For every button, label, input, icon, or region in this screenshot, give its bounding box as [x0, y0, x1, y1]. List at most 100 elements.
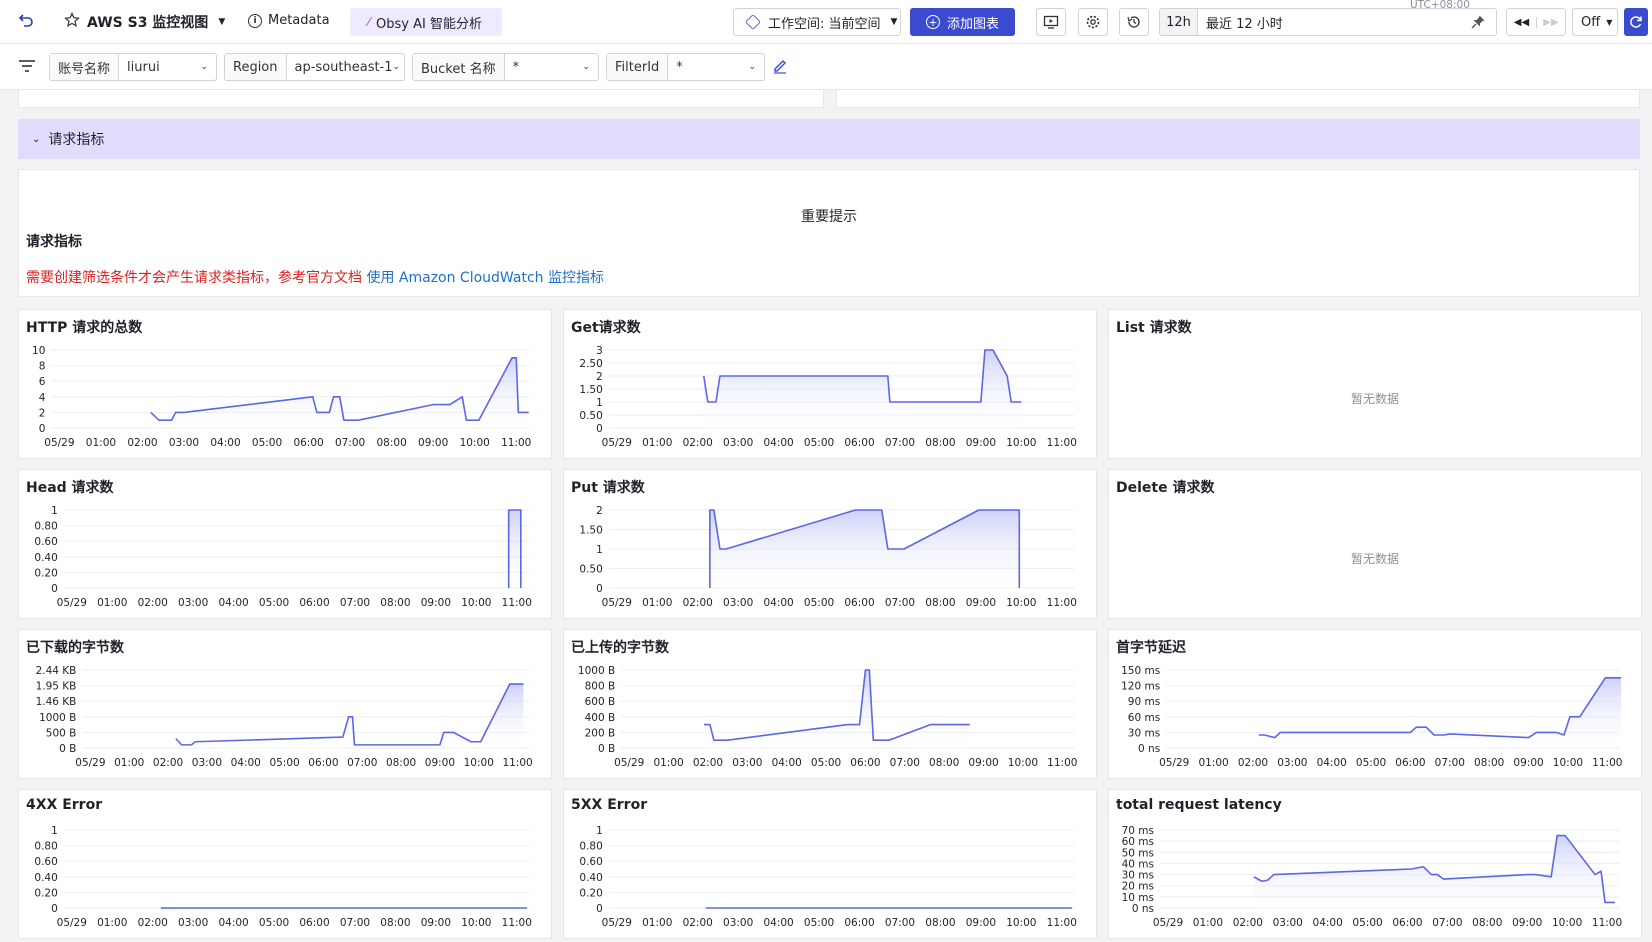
- y-tick-label: 20 ms: [1122, 881, 1154, 893]
- chart-panel[interactable]: Put 请求数 2 1.50 1 0.50 0 05/29 01:00 02:00 03:00 04…: [563, 469, 1097, 619]
- series-area: [508, 510, 521, 588]
- cloudwatch-doc-link[interactable]: 使用 Amazon CloudWatch 监控指标: [366, 270, 604, 286]
- x-tick-label: 04:00: [210, 437, 240, 449]
- x-tick-label: 05:00: [259, 917, 289, 929]
- chart-panel[interactable]: List 请求数 暂无数据: [1108, 309, 1642, 459]
- y-tick-label: 800 B: [585, 681, 616, 693]
- filter-account[interactable]: 账号名称 liurui ⌄: [49, 53, 217, 81]
- refresh-button[interactable]: [1624, 8, 1648, 36]
- x-tick-label: 08:00: [380, 917, 410, 929]
- y-tick-label: 0.20: [34, 887, 57, 899]
- x-tick-label: 05/29: [57, 917, 87, 929]
- fast-forward-icon[interactable]: ▶▶: [1535, 16, 1565, 28]
- x-tick-label: 11:00: [501, 437, 531, 449]
- x-tick-label: 02:00: [153, 757, 183, 769]
- history-button[interactable]: [1119, 8, 1149, 36]
- y-tick-label: 0.40: [34, 872, 57, 884]
- x-tick-label: 02:00: [138, 597, 168, 609]
- chart-panel[interactable]: HTTP 请求的总数 10 8 6 4 2 0 05/29 01:00 02:00 03:00 04:…: [18, 309, 552, 459]
- chevron-down-icon: ▼: [218, 17, 226, 27]
- chart-panel[interactable]: Head 请求数 1 0.80 0.60 0.40 0.20 0 05/29 01:00 02:0…: [18, 469, 552, 619]
- y-tick-label: 0 B: [59, 743, 76, 755]
- x-tick-label: 06:00: [844, 597, 874, 609]
- auto-refresh-dropdown[interactable]: Off ▼: [1572, 8, 1618, 36]
- chart-title: total request latency: [1116, 797, 1282, 813]
- x-tick-label: 02:00: [1238, 757, 1268, 769]
- chart-panel[interactable]: 5XX Error 1 0.80 0.60 0.40 0.20 0 05/29 01:00 02:…: [563, 789, 1097, 939]
- star-icon[interactable]: [64, 12, 80, 28]
- x-tick-label: 06:00: [1395, 757, 1425, 769]
- chart-panel[interactable]: total request latency 70 ms 60 ms 50 ms 40 m…: [1108, 789, 1642, 939]
- workspace-selector[interactable]: 工作空间: 当前空间 ▼: [733, 8, 901, 36]
- filter-account-label: 账号名称: [50, 54, 120, 80]
- chart-panel[interactable]: 4XX Error 1 0.80 0.60 0.40 0.20 0 05/29 01:00 02:…: [18, 789, 552, 939]
- chart-panel[interactable]: Get请求数 3 2.50 2 1.50 1 0.50 0 05/29 01:00 02:00 03:…: [563, 309, 1097, 459]
- chart-title: Head 请求数: [26, 480, 114, 496]
- x-tick-label: 08:00: [377, 437, 407, 449]
- dashboard-title-dropdown[interactable]: AWS S3 监控视图 ▼: [87, 12, 225, 32]
- x-tick-label: 10:00: [460, 437, 490, 449]
- filter-bucket-label: Bucket 名称: [413, 54, 505, 80]
- chart-panel[interactable]: 首字节延迟 150 ms 120 ms 90 ms 60 ms 30 ms 0 ns 05/2…: [1108, 629, 1642, 779]
- x-tick-label: 07:00: [347, 757, 377, 769]
- x-tick-label: 02:00: [683, 597, 713, 609]
- y-tick-label: 0 B: [598, 743, 615, 755]
- y-tick-label: 0 ns: [1132, 903, 1154, 915]
- chart-panel[interactable]: 已上传的字节数 1000 B 800 B 600 B 400 B 200 B 0 B 05/2…: [563, 629, 1097, 779]
- y-tick-label: 500 B: [46, 727, 77, 739]
- x-tick-label: 05:00: [1356, 757, 1386, 769]
- x-tick-label: 07:00: [335, 437, 365, 449]
- top-toolbar: AWS S3 监控视图 ▼ i Metadata ⁄ Obsy AI 智能分析 …: [0, 0, 1652, 44]
- y-tick-label: 0.60: [579, 856, 602, 868]
- time-range-picker[interactable]: 12h 最近 12 小时: [1159, 8, 1497, 36]
- x-tick-label: 09:00: [1513, 757, 1543, 769]
- chevron-down-icon: ⌄: [748, 62, 756, 72]
- edit-filter-icon[interactable]: [772, 58, 788, 78]
- y-tick-label: 3: [596, 345, 603, 357]
- chevron-down-icon: ⌄: [582, 62, 590, 72]
- previous-chart-remnant: [836, 90, 1640, 108]
- y-tick-label: 0: [596, 583, 603, 595]
- x-tick-label: 04:00: [1317, 757, 1347, 769]
- add-chart-label: 添加图表: [947, 16, 1000, 32]
- section-request-metrics[interactable]: ⌄ 请求指标: [18, 119, 1640, 159]
- x-tick-label: 07:00: [885, 437, 915, 449]
- no-data-label: 暂无数据: [1350, 392, 1399, 406]
- chart-svg: 2 1.50 1 0.50 0 05/29 01:00 02:00 03:00 04:00 05:0…: [579, 505, 1076, 609]
- y-tick-label: 0.40: [579, 872, 602, 884]
- filter-icon[interactable]: [18, 58, 36, 78]
- y-tick-label: 70 ms: [1122, 825, 1154, 837]
- chart-title: 首字节延迟: [1116, 640, 1186, 656]
- chart-panel[interactable]: Delete 请求数 暂无数据: [1108, 469, 1642, 619]
- x-tick-label: 01:00: [97, 597, 127, 609]
- back-icon[interactable]: [18, 12, 34, 28]
- chart-panel[interactable]: 已下载的字节数 2.44 KB 1.95 KB 1.46 KB 1000 B 500 B 0…: [18, 629, 552, 779]
- y-tick-label: 8: [39, 361, 46, 373]
- x-tick-label: 05:00: [1352, 917, 1382, 929]
- metadata-button[interactable]: i Metadata: [248, 13, 330, 28]
- settings-button[interactable]: [1078, 8, 1108, 36]
- ai-analysis-button[interactable]: ⁄ Obsy AI 智能分析: [350, 8, 502, 36]
- y-tick-label: 50 ms: [1122, 847, 1154, 859]
- chart-svg: 1 0.80 0.60 0.40 0.20 0 05/29 01:00 02:00 03:00 04…: [34, 825, 531, 929]
- pin-icon[interactable]: [1470, 14, 1486, 34]
- time-shift-group: ◀◀ ▶▶: [1506, 8, 1566, 36]
- present-mode-button[interactable]: [1036, 8, 1066, 36]
- x-tick-label: 11:00: [1592, 757, 1622, 769]
- rewind-icon[interactable]: ◀◀: [1513, 16, 1530, 28]
- x-tick-label: 01:00: [97, 917, 127, 929]
- add-chart-button[interactable]: + 添加图表: [910, 8, 1015, 36]
- x-tick-label: 05/29: [75, 757, 105, 769]
- filter-bucket[interactable]: Bucket 名称 * ⌄: [412, 53, 599, 81]
- filter-region[interactable]: Region ap-southeast-1 ⌄: [224, 53, 405, 81]
- workspace-icon: [745, 14, 761, 30]
- filter-filterid[interactable]: FilterId * ⌄: [606, 53, 765, 81]
- y-tick-label: 400 B: [585, 712, 616, 724]
- filter-filterid-label: FilterId: [607, 54, 669, 80]
- x-tick-label: 04:00: [1313, 917, 1343, 929]
- section-title: 请求指标: [48, 132, 105, 148]
- x-tick-label: 04:00: [231, 757, 261, 769]
- previous-chart-remnant: [18, 90, 824, 108]
- time-range-label: 最近 12 小时: [1206, 16, 1283, 32]
- dashboard-title: AWS S3 监控视图: [87, 15, 209, 31]
